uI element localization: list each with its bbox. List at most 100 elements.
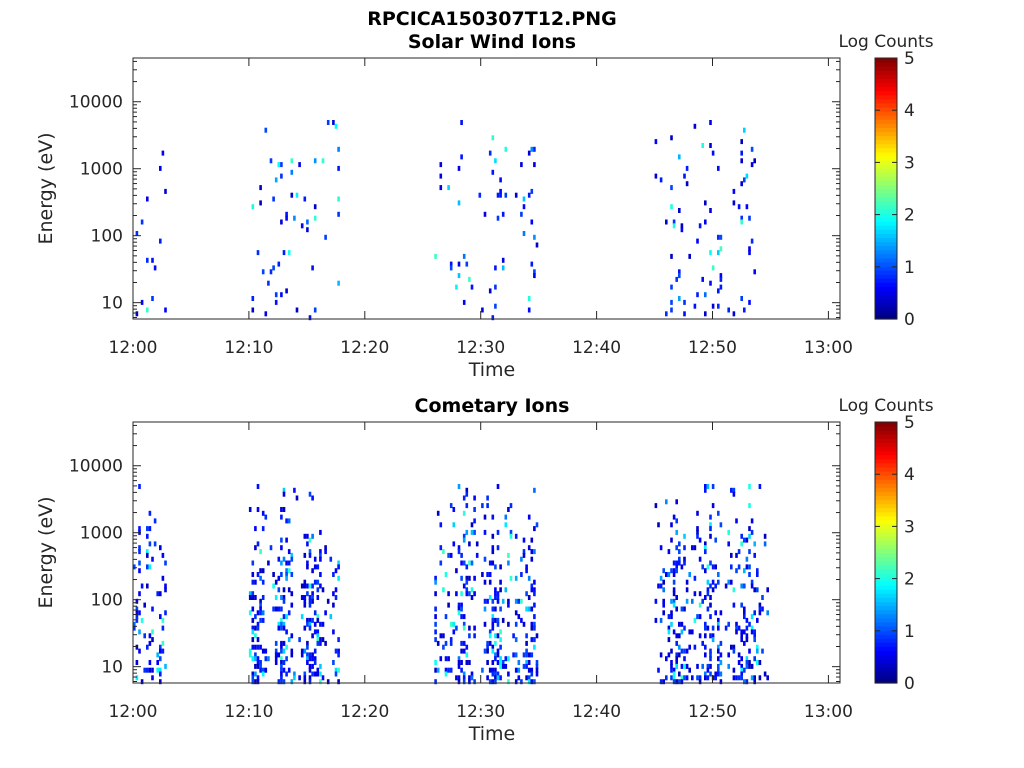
spectrogram-pixel	[486, 675, 489, 681]
spectrogram-pixel	[259, 602, 262, 608]
spectrogram-pixel	[321, 621, 325, 627]
spectrogram-pixel	[748, 533, 751, 539]
spectrogram-pixel	[756, 660, 759, 665]
spectrogram-pixel	[135, 617, 139, 623]
spectrogram-pixel	[460, 606, 463, 612]
spectrogram-pixel	[272, 572, 275, 577]
spectrogram-pixel	[709, 280, 712, 286]
spectrogram-pixel	[303, 598, 307, 604]
spectrogram-pixel	[159, 591, 162, 597]
spectrogram-pixel	[693, 123, 697, 129]
spectrogram-pixel	[138, 526, 141, 532]
spectrogram-pixel	[494, 667, 497, 673]
colorbar-step	[875, 442, 897, 448]
colorbar-step	[875, 302, 897, 308]
spectrogram-pixel	[334, 667, 338, 673]
colorbar-step	[875, 670, 897, 676]
spectrogram-pixel	[709, 648, 712, 654]
spectrogram-pixel	[473, 575, 476, 581]
spectrogram-pixel	[717, 667, 720, 673]
spectrogram-pixel	[530, 671, 534, 677]
spectrogram-pixel	[494, 595, 497, 600]
spectrogram-pixel	[290, 192, 294, 198]
spectrogram-pixel	[316, 614, 320, 620]
spectrogram-pixel	[706, 606, 710, 612]
spectrogram-pixel	[337, 679, 340, 685]
spectrogram-pixel	[303, 602, 307, 608]
spectrogram-pixel	[685, 648, 689, 654]
colorbar-step	[875, 208, 897, 214]
spectrogram-pixel	[680, 621, 684, 627]
spectrogram-pixel	[434, 660, 437, 665]
spectrogram-pixel	[164, 307, 167, 313]
spectrogram-pixel	[732, 587, 736, 593]
spectrogram-pixel	[504, 663, 508, 669]
spectrogram-pixel	[507, 656, 510, 662]
spectrogram-pixel	[460, 575, 463, 581]
colorbar-step	[875, 188, 897, 194]
spectrogram-pixel	[491, 315, 495, 321]
spectrogram-pixel	[533, 637, 536, 643]
spectrogram-pixel	[254, 644, 257, 650]
spectrogram-pixel	[274, 299, 278, 305]
spectrogram-pixel	[494, 671, 497, 677]
spectrogram-pixel	[522, 231, 526, 236]
spectrogram-pixel	[753, 610, 756, 616]
spectrogram-pixel	[701, 640, 704, 646]
spectrogram-pixel	[706, 625, 710, 631]
spectrogram-pixel	[735, 621, 738, 627]
spectrogram-pixel	[745, 679, 749, 685]
spectrogram-pixel	[308, 491, 312, 497]
spectrogram-pixel	[319, 671, 322, 677]
spectrogram-pixel	[745, 556, 749, 562]
spectrogram-pixel	[709, 208, 712, 213]
spectrogram-pixel	[308, 667, 312, 673]
spectrogram-pixel	[672, 671, 676, 677]
spectrogram-pixel	[434, 614, 437, 620]
spectrogram-pixel	[470, 675, 474, 681]
spectrogram-pixel	[146, 549, 149, 555]
spectrogram-pixel	[334, 595, 338, 600]
spectrogram-pixel	[285, 656, 288, 662]
spectrogram-pixel	[727, 307, 730, 313]
spectrogram-pixel	[311, 265, 314, 271]
spectrogram-pixel	[135, 311, 139, 317]
spectrogram-pixel	[483, 621, 487, 627]
spectrogram-pixel	[337, 165, 340, 171]
spectrogram-pixel	[683, 545, 686, 551]
spectrogram-pixel	[494, 679, 497, 685]
spectrogram-pixel	[750, 583, 754, 589]
spectrogram-pixel	[483, 211, 487, 217]
spectrogram-pixel	[491, 135, 495, 141]
colorbar-step	[875, 90, 897, 96]
spectrogram-pixel	[316, 633, 320, 639]
spectrogram-pixel	[332, 572, 335, 577]
spectrogram-pixel	[496, 215, 500, 221]
spectrogram-pixel	[685, 181, 689, 187]
spectrogram-pixel	[711, 637, 715, 643]
spectrogram-pixel	[256, 621, 260, 627]
spectrogram-pixel	[337, 652, 340, 658]
spectrogram-pixel	[494, 591, 497, 597]
spectrogram-pixel	[468, 591, 471, 597]
spectrogram-pixel	[460, 602, 463, 608]
spectrogram-pixel	[675, 663, 678, 669]
spectrogram-pixel	[494, 284, 497, 290]
spectrogram-pixel	[444, 671, 448, 677]
spectrogram-pixel	[444, 656, 448, 662]
spectrogram-pixel	[287, 568, 291, 574]
spectrogram-pixel	[717, 165, 720, 171]
spectrogram-pixel	[704, 625, 707, 631]
spectrogram-pixel	[334, 648, 338, 654]
spectrogram-pixel	[261, 568, 265, 574]
spectrogram-pixel	[527, 296, 531, 301]
spectrogram-pixel	[261, 617, 265, 623]
spectrogram-pixel	[280, 514, 283, 520]
spectrogram-pixel	[670, 284, 673, 290]
colorbar-step	[875, 135, 897, 141]
spectrogram-pixel	[272, 265, 275, 271]
spectrogram-pixel	[457, 610, 461, 616]
spectrogram-pixel	[711, 675, 715, 681]
spectrogram-pixel	[675, 656, 678, 662]
